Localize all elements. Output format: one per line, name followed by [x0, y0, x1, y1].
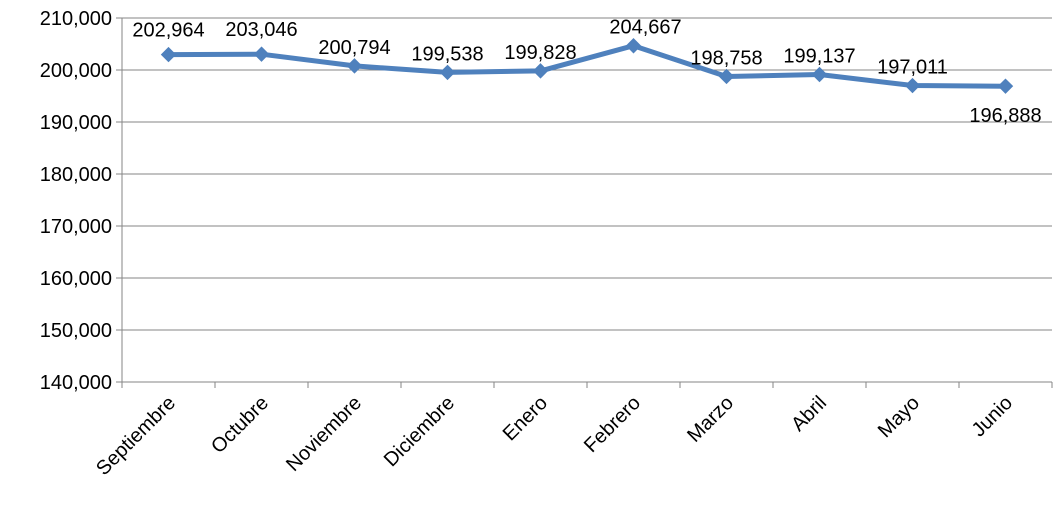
- data-point-marker: [439, 64, 456, 81]
- x-tick-label: Mayo: [874, 392, 924, 442]
- data-label: 196,888: [969, 105, 1041, 127]
- x-tick-label: Marzo: [683, 392, 738, 447]
- y-tick-label: 180,000: [40, 164, 112, 186]
- series-line-path: [166, 43, 1008, 89]
- x-tick-label: Diciembre: [380, 392, 459, 471]
- data-point-marker: [997, 78, 1014, 94]
- y-tick-label: 200,000: [40, 60, 112, 82]
- x-tick-label: Noviembre: [282, 392, 366, 476]
- x-tick-label: Octubre: [207, 392, 273, 458]
- y-tick-label: 150,000: [40, 320, 112, 342]
- data-label: 200,794: [318, 37, 390, 59]
- data-point-marker: [253, 46, 270, 62]
- x-tick-label: Abril: [787, 392, 831, 436]
- x-tick-label: Enero: [499, 392, 552, 445]
- data-point-marker: [346, 58, 363, 74]
- data-label: 202,964: [132, 20, 204, 42]
- data-label: 203,046: [225, 19, 297, 41]
- data-point-marker: [532, 63, 549, 79]
- data-point-marker: [811, 66, 828, 83]
- y-tick-label: 160,000: [40, 268, 112, 290]
- data-label: 197,011: [877, 57, 948, 79]
- data-label: 204,667: [609, 17, 681, 39]
- y-tick-label: 190,000: [40, 112, 112, 134]
- data-label: 199,538: [411, 43, 483, 65]
- axes: [116, 17, 1053, 388]
- data-label: 198,758: [690, 47, 762, 69]
- y-axis-tick-labels: 140,000 150,000 160,000 170,000 180,000 190,0…: [40, 8, 112, 394]
- data-label: 199,828: [504, 42, 576, 64]
- y-tick-label: 140,000: [40, 372, 112, 394]
- series-line: [166, 43, 1008, 89]
- x-axis-tick-labels: Septiembre Octubre Noviembre Diciembre Enero…: [92, 392, 1017, 480]
- data-label: 199,137: [783, 45, 855, 67]
- data-point-marker: [718, 68, 735, 85]
- y-tick-label: 170,000: [40, 216, 112, 238]
- data-point-marker: [904, 77, 921, 94]
- gridlines: [122, 17, 1052, 383]
- x-tick-label: Febrero: [580, 392, 645, 457]
- x-tick-label: Septiembre: [92, 392, 180, 480]
- x-tick-label: Junio: [968, 392, 1017, 441]
- data-labels: 202,964 203,046 200,794 199,538 199,828 204,6…: [132, 17, 1041, 127]
- data-point-marker: [160, 46, 177, 63]
- y-tick-label: 210,000: [40, 8, 112, 30]
- data-point-marker: [625, 38, 642, 54]
- series-markers: [160, 38, 1014, 94]
